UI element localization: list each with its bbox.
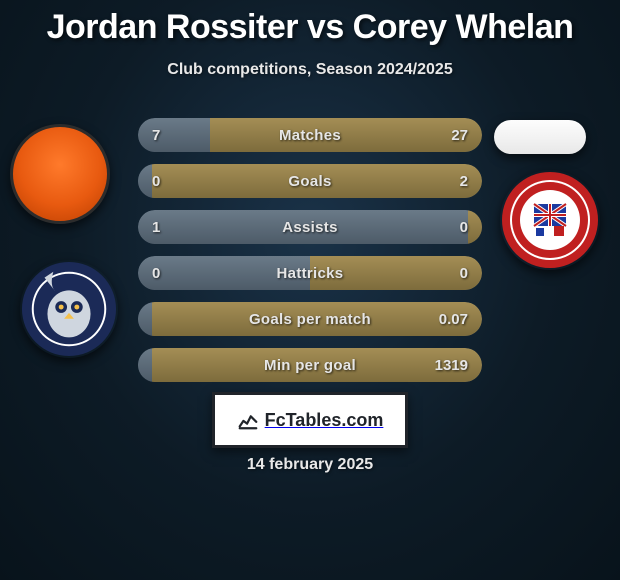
stat-right-value: 0.07 xyxy=(422,311,482,328)
date-label: 14 february 2025 xyxy=(0,456,620,474)
stat-label: Hattricks xyxy=(198,265,422,282)
stat-label: Assists xyxy=(198,219,422,236)
stat-right-value: 0 xyxy=(422,265,482,282)
stat-left-value: 0 xyxy=(138,173,198,190)
stat-right-value: 1319 xyxy=(422,357,482,374)
player-right-avatar xyxy=(494,120,586,154)
stat-label: Goals per match xyxy=(198,311,422,328)
stat-right-value: 0 xyxy=(422,219,482,236)
stat-label: Min per goal xyxy=(198,357,422,374)
brand-label: FcTables.com xyxy=(265,410,384,431)
chart-icon xyxy=(237,409,259,431)
stat-row: 0Goals2 xyxy=(138,164,482,198)
stats-container: 7Matches270Goals21Assists00Hattricks0Goa… xyxy=(138,118,482,394)
stat-row: 7Matches27 xyxy=(138,118,482,152)
stat-right-value: 27 xyxy=(422,127,482,144)
player-left-avatar xyxy=(10,124,110,224)
club-right-badge xyxy=(500,170,600,270)
subtitle: Club competitions, Season 2024/2025 xyxy=(0,61,620,79)
stat-row: 1Assists0 xyxy=(138,210,482,244)
stat-row: Goals per match0.07 xyxy=(138,302,482,336)
stat-label: Matches xyxy=(198,127,422,144)
stat-row: Min per goal1319 xyxy=(138,348,482,382)
stat-left-value: 7 xyxy=(138,127,198,144)
club-left-badge xyxy=(20,260,118,358)
stat-right-value: 2 xyxy=(422,173,482,190)
page-title: Jordan Rossiter vs Corey Whelan xyxy=(0,0,620,47)
stat-row: 0Hattricks0 xyxy=(138,256,482,290)
brand-link[interactable]: FcTables.com xyxy=(212,392,408,448)
stat-left-value: 1 xyxy=(138,219,198,236)
stat-label: Goals xyxy=(198,173,422,190)
stat-left-value: 0 xyxy=(138,265,198,282)
